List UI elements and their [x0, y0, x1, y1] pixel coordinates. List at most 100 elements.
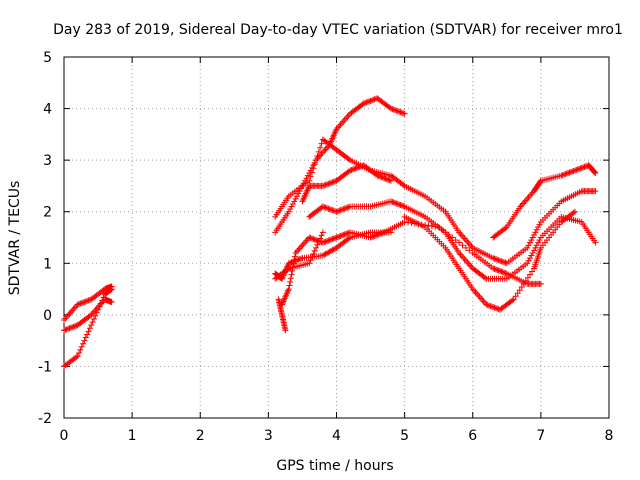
data-point — [319, 149, 326, 156]
y-tick-label: 5 — [43, 50, 52, 66]
data-point — [536, 221, 543, 228]
data-point — [322, 181, 329, 188]
data-point — [370, 233, 377, 240]
data-point — [344, 230, 351, 237]
data-point — [108, 283, 115, 290]
data-point — [340, 231, 347, 238]
data-point — [465, 240, 472, 247]
data-point — [452, 237, 459, 244]
data-point — [321, 147, 328, 154]
data-point — [522, 277, 529, 284]
data-point — [80, 299, 87, 306]
data-point — [486, 302, 493, 309]
data-point — [318, 140, 325, 147]
data-point — [571, 208, 578, 215]
data-point — [456, 239, 463, 246]
data-point — [92, 312, 99, 319]
data-point — [315, 154, 322, 161]
data-point — [591, 169, 598, 176]
data-point — [61, 317, 67, 324]
data-point — [373, 232, 380, 239]
data-point — [303, 175, 310, 182]
data-point — [71, 323, 78, 330]
data-point — [62, 315, 69, 322]
data-point — [75, 350, 82, 357]
data-point — [326, 237, 333, 244]
data-point — [311, 236, 318, 243]
data-point — [386, 177, 393, 184]
data-point — [86, 312, 93, 319]
data-point — [334, 208, 341, 215]
data-point — [343, 115, 350, 122]
data-point — [288, 271, 295, 278]
data-point — [288, 203, 295, 210]
data-point — [367, 234, 374, 241]
data-point — [535, 224, 542, 231]
data-point — [388, 198, 394, 205]
data-point — [337, 232, 344, 239]
data-point — [466, 247, 473, 254]
data-point — [287, 259, 294, 266]
data-point — [325, 205, 332, 212]
data-point — [63, 326, 70, 333]
series-arc-b2 — [272, 229, 326, 282]
data-point — [65, 312, 72, 319]
data-point — [291, 253, 298, 260]
data-point — [377, 230, 384, 237]
data-point — [392, 199, 399, 206]
data-point — [336, 123, 343, 130]
data-point — [472, 289, 479, 296]
data-point — [86, 325, 93, 332]
data-point — [368, 233, 375, 240]
data-point — [396, 108, 403, 115]
data-point — [323, 205, 330, 212]
data-point — [501, 269, 508, 276]
data-point — [389, 198, 396, 205]
data-point — [514, 290, 521, 297]
data-point — [428, 223, 435, 230]
data-point — [368, 97, 375, 104]
data-point — [65, 325, 72, 332]
data-point — [82, 334, 89, 341]
data-point — [292, 257, 299, 264]
data-point — [287, 278, 294, 285]
data-point — [341, 231, 348, 238]
data-point — [492, 256, 499, 263]
data-point — [289, 200, 296, 207]
data-point — [88, 322, 95, 329]
data-point — [390, 199, 397, 206]
y-tick-label: 4 — [43, 102, 52, 118]
data-point — [308, 254, 315, 261]
data-point — [528, 191, 535, 198]
data-point — [471, 287, 478, 294]
data-point — [285, 260, 292, 267]
data-point — [326, 206, 333, 213]
data-point — [310, 251, 317, 258]
data-point — [401, 110, 408, 117]
y-tick-label: 3 — [43, 153, 52, 169]
data-point — [462, 244, 469, 251]
data-point — [459, 242, 466, 249]
data-point — [477, 295, 484, 302]
grid — [64, 57, 609, 418]
axis-ticks: 0 1 2 3 4 5 6 7 8 -2 -1 0 1 2 3 4 5 — [38, 50, 613, 444]
x-tick-label: 2 — [196, 428, 205, 444]
data-point — [502, 259, 509, 266]
data-point — [85, 328, 92, 335]
data-point — [292, 195, 299, 202]
data-point — [529, 268, 536, 275]
data-point — [333, 234, 340, 241]
data-point — [337, 121, 344, 128]
data-point — [373, 95, 380, 102]
data-point — [561, 171, 568, 178]
data-point — [345, 156, 352, 163]
data-point — [304, 172, 311, 179]
data-point — [74, 301, 81, 308]
data-point — [502, 270, 509, 277]
data-point — [490, 304, 497, 311]
data-point — [524, 244, 531, 251]
data-point — [300, 240, 307, 247]
data-point — [388, 177, 394, 184]
y-tick-label: -2 — [38, 411, 52, 427]
